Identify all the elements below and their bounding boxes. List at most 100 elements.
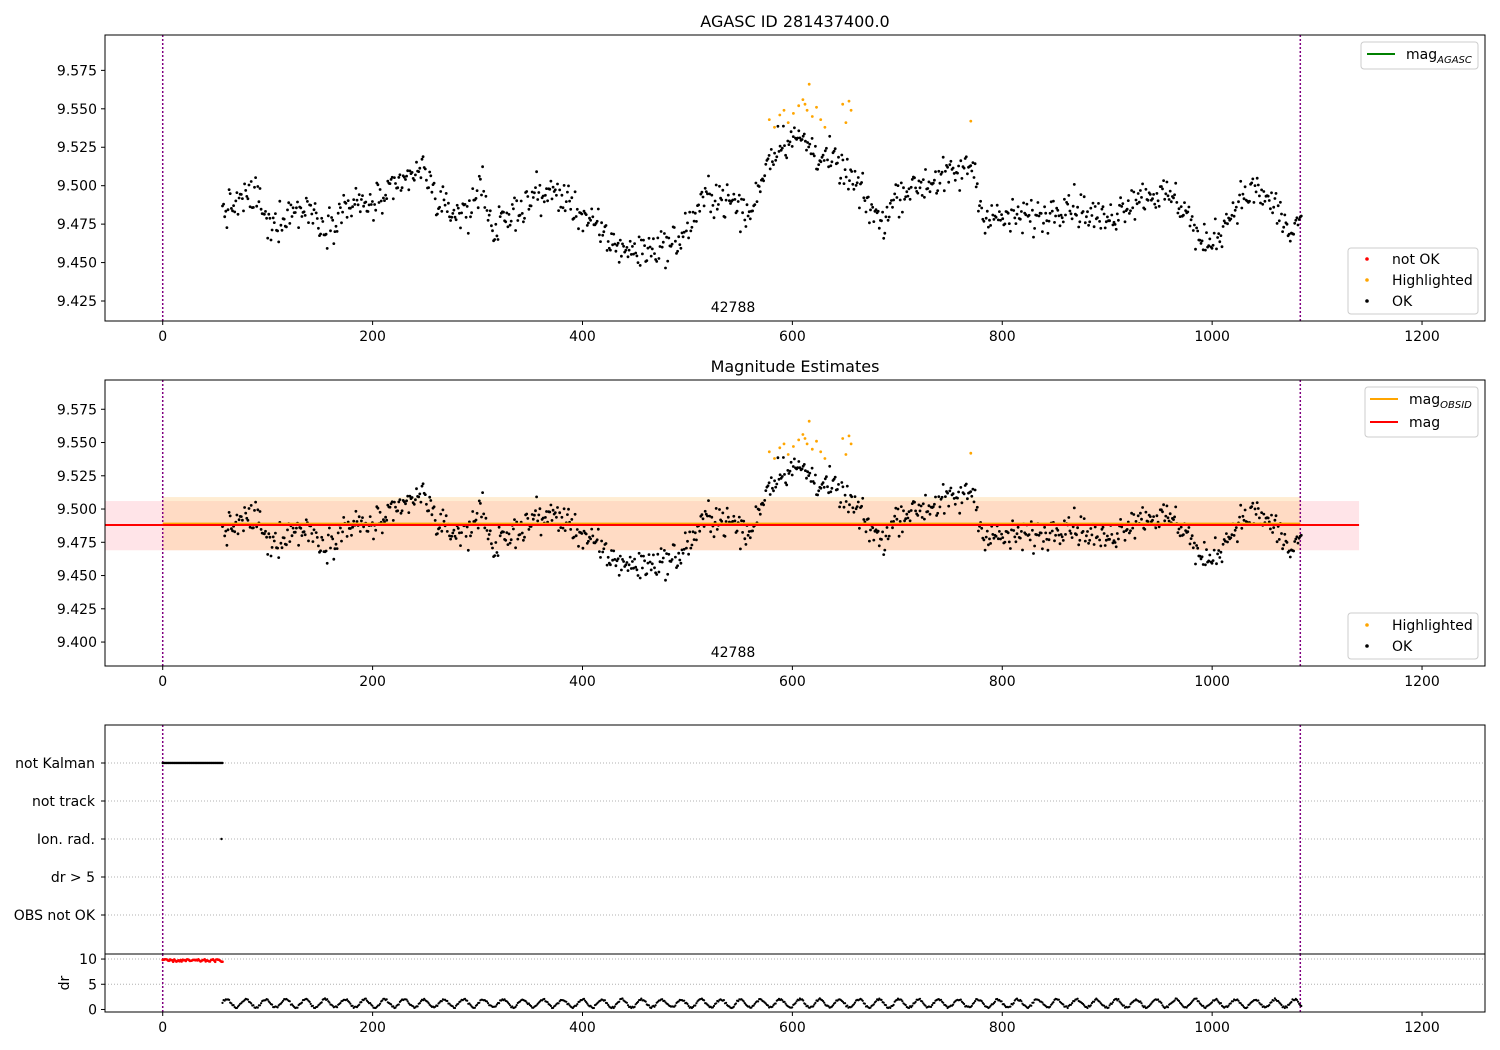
dr-point (822, 1000, 825, 1003)
data-point-ok (1157, 204, 1161, 208)
data-point-ok (1133, 218, 1137, 221)
dr-point (1052, 1001, 1055, 1004)
data-point-ok (1077, 543, 1081, 547)
data-point-ok (649, 254, 653, 258)
data-point-ok (777, 477, 781, 481)
data-point-ok (670, 558, 674, 561)
data-point-ok (596, 207, 600, 211)
data-point-ok (1188, 542, 1192, 546)
data-point-ok (1189, 537, 1193, 540)
data-point-ok (508, 541, 512, 545)
dr-point (1237, 999, 1240, 1002)
data-point-ok (534, 509, 537, 513)
data-point-ok (556, 182, 559, 186)
data-point-ok (367, 203, 371, 207)
obsid-annotation: 42788 (711, 300, 756, 316)
data-point-ok (1272, 205, 1276, 209)
dr-point (260, 1002, 263, 1005)
data-point-ok (703, 509, 707, 513)
data-point-ok (980, 526, 984, 530)
data-point-ok (702, 204, 706, 208)
data-point-ok (832, 149, 836, 153)
data-point-highlighted (792, 112, 795, 115)
data-point-ok (448, 215, 451, 219)
data-point-ok (907, 510, 911, 514)
data-point-ok (285, 225, 288, 229)
dr-point (1066, 1006, 1069, 1010)
data-point-ok (960, 177, 964, 180)
data-point-ok (836, 161, 839, 165)
data-point-ok (303, 533, 307, 537)
data-point-ok (611, 243, 614, 247)
data-point-ok (345, 535, 349, 538)
data-point-ok (693, 531, 697, 535)
data-point-ok (1232, 534, 1236, 537)
data-point-ok (1001, 536, 1005, 539)
y-axis-label: dr (57, 975, 73, 990)
data-point-ok (263, 212, 266, 216)
data-point-ok (810, 137, 814, 140)
data-point-ok (1039, 531, 1043, 535)
legend-marker-ok (1365, 644, 1369, 648)
data-point-ok (913, 176, 916, 180)
data-point-ok (990, 204, 994, 207)
data-point-ok (504, 538, 508, 542)
data-point-ok (269, 554, 273, 558)
data-point-ok (678, 558, 682, 562)
data-point-ok (227, 511, 231, 514)
data-point-ok (841, 158, 845, 162)
data-point-ok (652, 237, 655, 241)
dr-point (750, 1006, 753, 1009)
data-point-ok (676, 564, 679, 568)
data-point-ok (378, 510, 382, 514)
data-point-ok (599, 240, 602, 244)
data-point-highlighted (807, 419, 811, 423)
data-point-ok (425, 178, 428, 182)
data-point-ok (1240, 526, 1244, 530)
dr-point (296, 1006, 299, 1009)
data-point-ok (788, 469, 792, 473)
data-point-ok (326, 533, 330, 537)
data-point-ok (919, 504, 923, 508)
dr-point (1020, 1000, 1023, 1003)
data-point-ok (1098, 538, 1101, 542)
obsid-annotation: 42788 (711, 645, 756, 661)
data-point-ok (1283, 532, 1287, 536)
dr-point (1268, 1003, 1271, 1007)
data-point-ok (405, 499, 408, 503)
data-point-ok (798, 136, 802, 140)
data-point-ok (881, 530, 884, 534)
data-point-ok (506, 225, 510, 229)
dr-point (582, 997, 586, 1001)
data-point-ok (725, 506, 729, 510)
data-point-ok (1092, 543, 1096, 546)
data-point-ok (1293, 221, 1297, 225)
data-point-ok (317, 544, 320, 548)
data-point-ok (1216, 236, 1219, 239)
data-point-ok (710, 515, 714, 519)
dr-point (276, 1006, 279, 1009)
data-point-ok (685, 229, 688, 233)
data-point-ok (1201, 563, 1205, 566)
data-point-ok (977, 529, 980, 533)
data-point-highlighted (801, 433, 805, 436)
data-point-ok (1104, 538, 1108, 542)
dr-point (336, 1006, 339, 1009)
data-point-ok (778, 473, 782, 477)
data-point-ok (335, 230, 339, 233)
data-point-highlighted (773, 125, 776, 129)
data-point-ok (529, 204, 533, 208)
data-point-ok (332, 242, 336, 246)
data-point-ok (1204, 248, 1207, 252)
dr-point (1069, 1003, 1073, 1006)
data-point-ok (682, 547, 686, 551)
data-point-ok (557, 209, 560, 213)
data-point-ok (549, 503, 553, 507)
data-point-ok (572, 216, 576, 220)
data-point-ok (708, 192, 711, 196)
data-point-ok (575, 528, 579, 531)
data-point-ok (496, 554, 500, 557)
dr-point (931, 1003, 934, 1007)
data-point-highlighted (773, 457, 776, 460)
data-point-ok (853, 169, 857, 173)
